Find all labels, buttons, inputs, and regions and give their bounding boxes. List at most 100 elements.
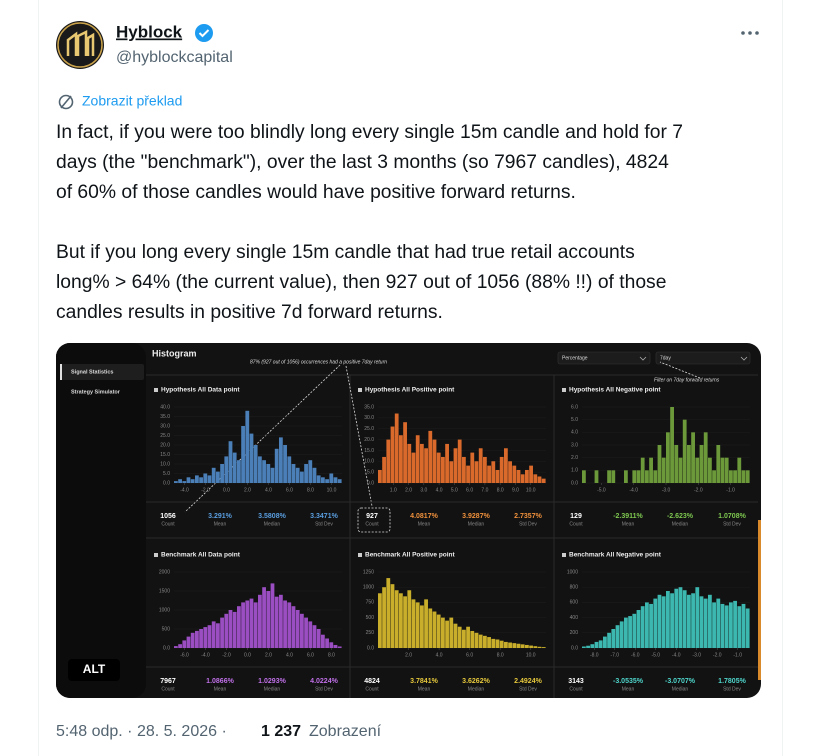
histogram-bar	[258, 456, 262, 483]
histogram-bar	[312, 467, 317, 483]
panel-title: Benchmark All Data point	[161, 552, 241, 559]
x-tick-label: -4.0	[672, 652, 681, 658]
y-tick-label: 15.0	[364, 448, 374, 454]
panel-title: Hypothesis All Data point	[161, 387, 240, 394]
y-tick-label: 1000	[363, 585, 374, 591]
histogram-bar	[487, 465, 491, 483]
y-tick-label: 20.0	[160, 442, 170, 448]
attached-image[interactable]: Signal Statistics Strategy Simulator ALT Hi…	[56, 343, 761, 698]
y-tick-label: 25.0	[364, 426, 374, 432]
timestamp: 5:48 odp. · 28. 5. 2026 ·	[56, 723, 227, 740]
panel-icon	[358, 388, 362, 392]
x-tick-label: -3.0	[692, 652, 701, 658]
stat-label: Mean	[622, 686, 635, 692]
histogram-bar	[228, 610, 233, 648]
dropdown: Percentage	[562, 355, 588, 361]
y-tick-label: 0.0	[571, 480, 578, 486]
histogram-bar	[691, 432, 695, 483]
histogram-bar	[495, 639, 500, 648]
x-tick-label: -2.0	[222, 652, 231, 658]
histogram-bar	[470, 452, 475, 483]
histogram-bar	[678, 587, 683, 648]
x-tick-label: 10.0	[327, 487, 337, 493]
x-tick-label: 10.0	[526, 487, 536, 493]
x-tick-label: -2.0	[713, 652, 722, 658]
y-tick-label: 30.0	[364, 415, 374, 421]
histogram-bar	[274, 596, 279, 648]
histogram-bar	[182, 640, 187, 648]
stat-label: Count	[365, 686, 379, 692]
histogram-bar	[291, 464, 296, 483]
histogram-bar	[712, 470, 716, 483]
histogram-bar	[241, 602, 245, 648]
histogram-bar	[295, 610, 300, 648]
histogram-bar	[432, 439, 437, 483]
author-handle[interactable]: @hyblockcapital	[116, 49, 233, 66]
histogram-bar	[512, 465, 517, 483]
alt-badge: ALT	[83, 662, 106, 676]
histogram-bar	[729, 470, 733, 483]
y-tick-label: 35.0	[364, 404, 374, 410]
histogram-bar	[504, 448, 508, 483]
histogram-bar	[403, 422, 407, 483]
more-menu[interactable]	[741, 31, 759, 35]
y-tick-label: 0.0	[163, 480, 170, 486]
tweet-text-line: But if you long every single 15m candle …	[56, 242, 635, 263]
histogram-bar	[457, 626, 462, 648]
x-tick-label: 0.0	[223, 487, 230, 493]
x-tick-label: 7.0	[481, 487, 488, 493]
histogram-bar	[529, 465, 533, 483]
y-tick-label: 5.0	[367, 469, 374, 475]
annotation: Filter on 7day forward returns	[654, 377, 720, 383]
histogram-bar	[611, 629, 616, 648]
histogram-bar	[537, 646, 542, 648]
histogram-bar	[499, 640, 504, 648]
tweet-text-line: days (the "benchmark"), over the last 3 …	[56, 152, 669, 173]
stat-label: Std Dev	[519, 521, 537, 527]
histogram-bar	[533, 646, 538, 648]
histogram-bar	[308, 621, 313, 648]
histogram-bar	[745, 608, 750, 648]
histogram-bar	[279, 594, 283, 648]
stat-label: Count	[365, 521, 379, 527]
histogram-bar	[703, 598, 708, 648]
histogram-bar	[687, 445, 691, 483]
histogram-bar	[466, 626, 470, 648]
avatar[interactable]	[56, 21, 104, 69]
histogram-bar	[582, 646, 586, 648]
histogram-bar	[237, 460, 241, 483]
histogram-bar	[283, 445, 287, 483]
histogram-bar	[203, 627, 208, 648]
x-tick-label: 4.0	[436, 652, 443, 658]
histogram-bar	[670, 407, 674, 483]
y-tick-label: 0.0	[367, 645, 374, 651]
histogram-bar	[394, 413, 399, 483]
stat-label: Median	[264, 521, 281, 527]
y-tick-label: 5.0	[163, 471, 170, 477]
histogram-bar	[632, 613, 637, 648]
histogram-bar	[445, 620, 449, 648]
histogram-bar	[245, 600, 250, 648]
histogram-bar	[274, 448, 279, 483]
histogram-bar	[716, 445, 721, 483]
histogram-bar	[428, 430, 433, 483]
stat-value: 1056	[160, 513, 176, 520]
histogram-bar	[491, 638, 496, 648]
author-name[interactable]: Hyblock	[116, 22, 183, 41]
histogram-bar	[653, 470, 658, 483]
histogram-bar	[541, 478, 546, 483]
histogram-bar	[415, 435, 420, 483]
stat-value: -3.0707%	[665, 678, 696, 685]
x-tick-label: 4.0	[265, 487, 272, 493]
histogram-bar	[228, 441, 233, 483]
histogram-bar	[508, 642, 512, 648]
histogram-bar	[533, 474, 538, 483]
y-tick-label: 400	[570, 615, 579, 621]
histogram-bar	[487, 637, 491, 648]
histogram-bar	[512, 643, 517, 648]
translate-link[interactable]: Zobrazit překlad	[82, 93, 182, 109]
x-tick-label: -3.0	[662, 487, 671, 493]
histogram-bar	[199, 629, 203, 648]
y-tick-label: 200	[570, 630, 579, 636]
histogram-bar	[186, 636, 191, 648]
